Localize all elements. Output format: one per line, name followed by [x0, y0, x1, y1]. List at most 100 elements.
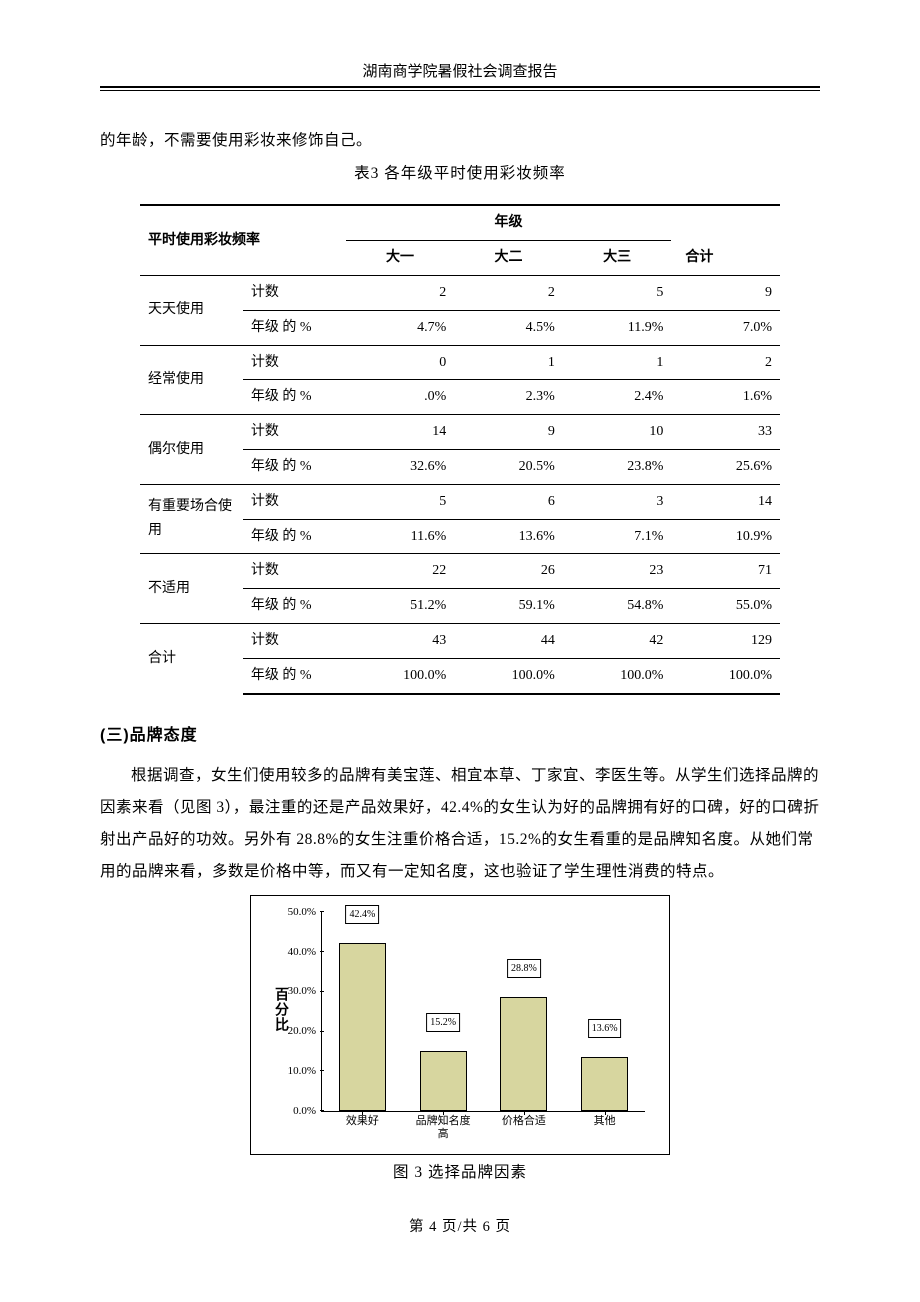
figure3-ytick: [320, 1110, 324, 1111]
table3-sublabel-count: 计数: [243, 484, 346, 519]
header-rule-outer: [100, 86, 820, 88]
running-header: 湖南商学院暑假社会调查报告: [100, 60, 820, 84]
table3-cell: 10.9%: [671, 519, 780, 554]
table3-cell: 26: [454, 554, 563, 589]
table3-row-label: 合计: [140, 624, 243, 694]
table3-cell: 100.0%: [346, 658, 455, 693]
figure3-xlabel: 效果好: [346, 1115, 379, 1128]
table3-cell: 33: [671, 415, 780, 450]
figure3-ytick: [320, 1031, 324, 1032]
table3-cell: 4.5%: [454, 310, 563, 345]
figure3-ylabel: 10.0%: [288, 1063, 316, 1081]
table3-cell: .0%: [346, 380, 455, 415]
figure3-xlabel: 品牌知名度高: [416, 1115, 471, 1141]
table3-cell: 11.9%: [563, 310, 672, 345]
table3-sublabel-count: 计数: [243, 345, 346, 380]
table3-cell: 100.0%: [454, 658, 563, 693]
table3-cell: 44: [454, 624, 563, 659]
table3-cell: 9: [671, 276, 780, 311]
table3-cell: 54.8%: [563, 589, 672, 624]
figure3-value-label: 42.4%: [345, 905, 379, 924]
table3-cell: 4.7%: [346, 310, 455, 345]
figure3-xlabel: 其他: [594, 1115, 616, 1128]
table3-sublabel-count: 计数: [243, 276, 346, 311]
table3-sublabel-pct: 年级 的 %: [243, 519, 346, 554]
figure3-ylabel: 40.0%: [288, 943, 316, 961]
table3-cell: 100.0%: [563, 658, 672, 693]
table3-cell: 1: [454, 345, 563, 380]
table3-sublabel-pct: 年级 的 %: [243, 658, 346, 693]
table3-sublabel-count: 计数: [243, 554, 346, 589]
figure3-ytick: [320, 951, 324, 952]
table3-total-header: 合计: [671, 205, 780, 275]
table3-row-label: 偶尔使用: [140, 415, 243, 485]
table3-group-header: 年级: [346, 205, 672, 240]
table3-cell: 9: [454, 415, 563, 450]
table3-col3: 大三: [563, 241, 672, 276]
table3-cell: 23.8%: [563, 450, 672, 485]
table3-sublabel-count: 计数: [243, 415, 346, 450]
table3-cell: 2: [454, 276, 563, 311]
table3-cell: 129: [671, 624, 780, 659]
table3-cell: 2: [346, 276, 455, 311]
leadin-paragraph: 的年龄，不需要使用彩妆来修饰自己。: [100, 127, 820, 156]
table3-cell: 32.6%: [346, 450, 455, 485]
table3-cell: 51.2%: [346, 589, 455, 624]
figure3-bar: [581, 1057, 628, 1111]
table3-cell: 59.1%: [454, 589, 563, 624]
table3-sublabel-pct: 年级 的 %: [243, 450, 346, 485]
figure3-caption: 图 3 选择品牌因素: [100, 1161, 820, 1186]
table3-cell: 0: [346, 345, 455, 380]
table3-cell: 43: [346, 624, 455, 659]
figure3-value-label: 15.2%: [426, 1013, 460, 1032]
table3-cell: 5: [346, 484, 455, 519]
table3-title: 表3 各年级平时使用彩妆频率: [100, 162, 820, 187]
figure3-ytick: [320, 991, 324, 992]
figure3-plot-area: 0.0%10.0%20.0%30.0%40.0%50.0%效果好42.4%品牌知…: [321, 912, 645, 1112]
table3-cell: 23: [563, 554, 672, 589]
table3-cell: 42: [563, 624, 672, 659]
table3-cell: 2.3%: [454, 380, 563, 415]
table3-cell: 6: [454, 484, 563, 519]
figure3-ylabel: 20.0%: [288, 1023, 316, 1041]
table3-cell: 20.5%: [454, 450, 563, 485]
table3-cell: 55.0%: [671, 589, 780, 624]
figure3-value-label: 13.6%: [588, 1019, 622, 1038]
section3-para: 根据调查，女生们使用较多的品牌有美宝莲、相宜本草、丁家宜、李医生等。从学生们选择…: [100, 760, 820, 887]
table3-sublabel-pct: 年级 的 %: [243, 380, 346, 415]
figure3-bar: [339, 943, 386, 1112]
table3-row-label: 天天使用: [140, 276, 243, 346]
table3-corner: 平时使用彩妆频率: [140, 205, 346, 275]
table3-sublabel-pct: 年级 的 %: [243, 310, 346, 345]
table3-cell: 22: [346, 554, 455, 589]
table3-cell: 2: [671, 345, 780, 380]
table3-cell: 14: [671, 484, 780, 519]
table3-cell: 1: [563, 345, 672, 380]
figure3-ylabel: 50.0%: [288, 903, 316, 921]
figure3-ylabel: 30.0%: [288, 983, 316, 1001]
figure3-ytick: [320, 1070, 324, 1071]
page-footer: 第 4 页/共 6 页: [100, 1216, 820, 1239]
figure3-value-label: 28.8%: [507, 959, 541, 978]
header-rule-inner: [100, 90, 820, 91]
section3-heading: (三)品牌态度: [100, 723, 820, 749]
table3-cell: 100.0%: [671, 658, 780, 693]
figure3-chart: 百分比 0.0%10.0%20.0%30.0%40.0%50.0%效果好42.4…: [250, 895, 670, 1155]
table3: 平时使用彩妆频率 年级 合计 大一 大二 大三 天天使用计数2259年级 的 %…: [140, 204, 780, 694]
table3-cell: 7.1%: [563, 519, 672, 554]
table3-sublabel-pct: 年级 的 %: [243, 589, 346, 624]
table3-cell: 71: [671, 554, 780, 589]
table3-cell: 7.0%: [671, 310, 780, 345]
table3-row-label: 不适用: [140, 554, 243, 624]
figure3-ylabel: 0.0%: [293, 1102, 316, 1120]
figure3-ytick: [320, 911, 324, 912]
table3-row-label: 有重要场合使用: [140, 484, 243, 554]
table3-cell: 10: [563, 415, 672, 450]
table3-cell: 2.4%: [563, 380, 672, 415]
table3-cell: 14: [346, 415, 455, 450]
table3-col1: 大一: [346, 241, 455, 276]
table3-col2: 大二: [454, 241, 563, 276]
table3-cell: 25.6%: [671, 450, 780, 485]
table3-cell: 13.6%: [454, 519, 563, 554]
figure3-bar: [500, 997, 547, 1112]
